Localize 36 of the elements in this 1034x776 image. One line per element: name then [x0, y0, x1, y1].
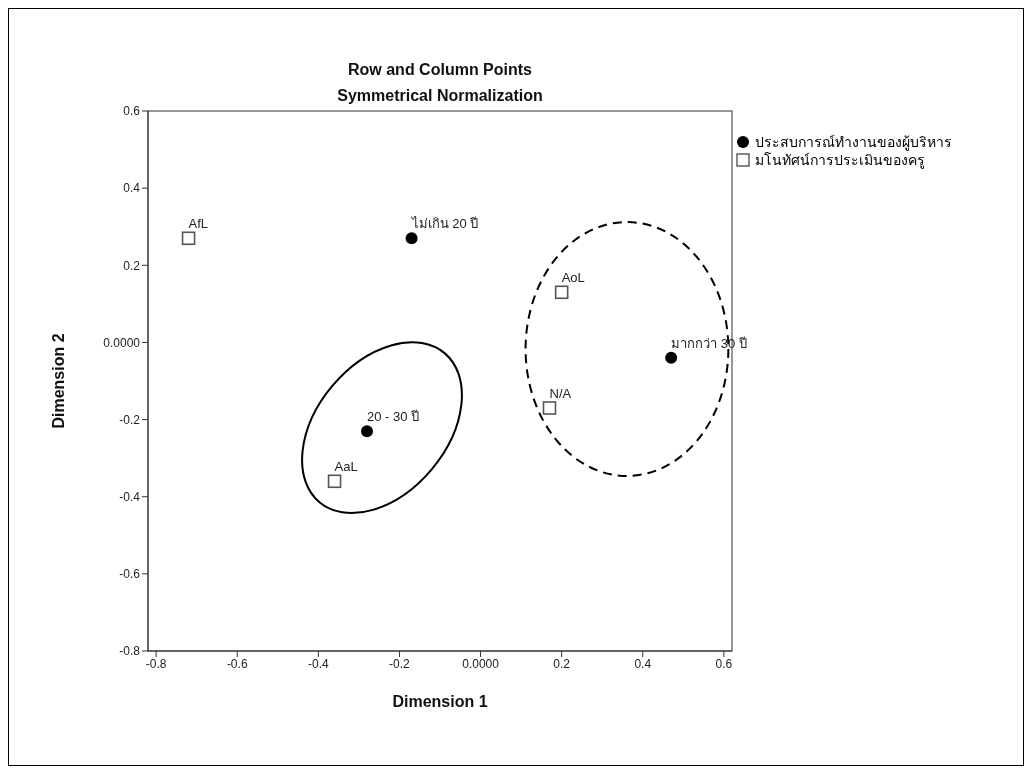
legend-label: มโนทัศน์การประเมินของครู: [755, 151, 925, 169]
y-tick-label: 0.6: [123, 104, 141, 119]
annotation: มากกว่า 30 ปี: [671, 335, 747, 351]
point: [665, 351, 678, 364]
point: [405, 232, 418, 245]
y-tick-label: 0.4: [123, 181, 141, 196]
y-tick-label: 0.0000: [103, 335, 141, 350]
x-tick-label: -0.6: [226, 656, 248, 671]
y-tick-label: -0.6: [119, 567, 141, 582]
annotation: AoL: [561, 270, 585, 286]
point: [181, 231, 196, 246]
x-tick-label: -0.8: [145, 656, 167, 671]
point: [361, 425, 373, 438]
y-tick-label: -0.4: [119, 489, 141, 504]
point: [554, 285, 569, 300]
y-axis-title: Dimension 2: [50, 333, 67, 429]
y-tick-label: 0.2: [123, 258, 141, 273]
chart-subtitle: Symmetrical Normalization: [337, 87, 543, 104]
y-tick-label: -0.8: [119, 644, 141, 659]
x-tick-label: 0.2: [553, 656, 571, 671]
chart-title: Row and Column Points: [348, 61, 533, 78]
annotation: ไม่เกิน 20 ปี: [410, 216, 479, 232]
point: [327, 474, 342, 489]
legend-label: ประสบการณ์ทำงานของผู้บริหาร: [755, 133, 952, 151]
y-tick-label: -0.2: [119, 412, 141, 427]
annotation: AfL: [188, 216, 209, 232]
x-tick-label: -0.4: [307, 656, 329, 671]
x-tick-label: 0.4: [634, 656, 652, 671]
x-tick-label: 0.6: [715, 656, 733, 671]
point: [542, 401, 557, 415]
x-axis-title: Dimension 1: [392, 693, 488, 710]
annotation: N/A: [549, 386, 572, 401]
x-tick-label: -0.2: [389, 656, 411, 671]
annotation: AaL: [334, 459, 358, 475]
annotation: 20 - 30 ปี: [367, 409, 420, 425]
x-tick-label: 0.0000: [462, 656, 500, 671]
